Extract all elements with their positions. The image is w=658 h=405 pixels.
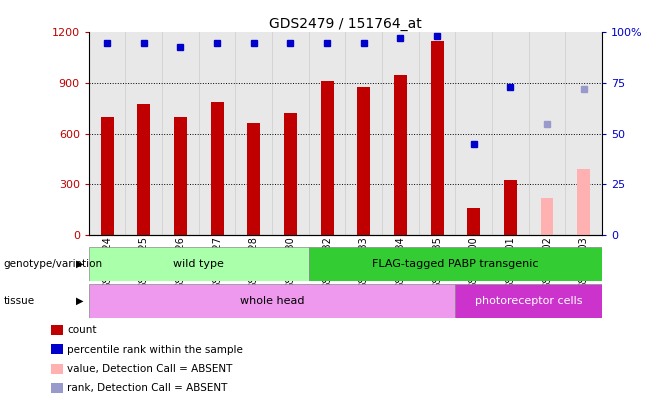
Text: ▶: ▶ [76,296,84,305]
Bar [455,32,492,235]
Bar [431,41,443,235]
Bar [199,32,236,235]
Bar [418,32,455,235]
Bar [467,208,480,235]
Text: genotype/variation: genotype/variation [3,259,103,269]
Bar [89,247,309,281]
Bar [345,32,382,235]
Text: photoreceptor cells: photoreceptor cells [475,296,582,306]
Bar [504,180,517,235]
Bar [101,117,114,235]
Bar [309,32,345,235]
Bar [320,81,334,235]
Bar [211,102,224,235]
Text: value, Detection Call = ABSENT: value, Detection Call = ABSENT [67,364,232,374]
Bar [89,284,455,318]
Bar [309,247,602,281]
Text: ▶: ▶ [76,259,84,269]
Bar [284,113,297,235]
Bar [89,32,126,235]
Bar [541,198,553,235]
Bar [492,32,529,235]
Bar [272,32,309,235]
Bar [455,284,602,318]
Text: tissue: tissue [3,296,34,305]
Bar [247,123,260,235]
Bar [357,87,370,235]
Bar [394,75,407,235]
Bar [382,32,418,235]
Bar [577,169,590,235]
Text: percentile rank within the sample: percentile rank within the sample [67,345,243,354]
Text: wild type: wild type [173,259,224,269]
Bar [174,117,187,235]
Text: count: count [67,325,97,335]
Bar [126,32,162,235]
Text: rank, Detection Call = ABSENT: rank, Detection Call = ABSENT [67,384,228,393]
Bar [236,32,272,235]
Text: whole head: whole head [240,296,305,306]
Bar [565,32,602,235]
Bar [138,104,150,235]
Bar [162,32,199,235]
Title: GDS2479 / 151764_at: GDS2479 / 151764_at [269,17,422,31]
Bar [529,32,565,235]
Text: FLAG-tagged PABP transgenic: FLAG-tagged PABP transgenic [372,259,539,269]
